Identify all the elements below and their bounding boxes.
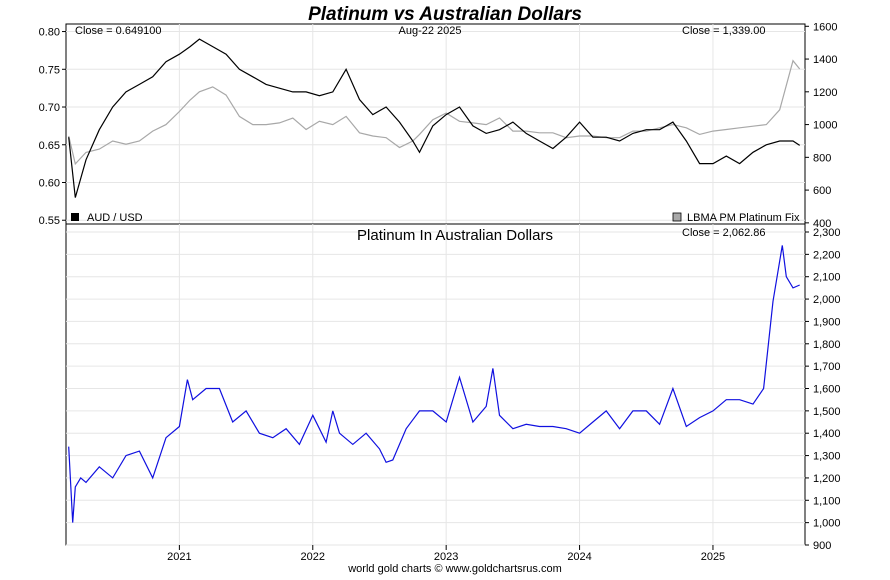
bottom-right-tick-label: 2,300 [813,227,841,239]
top-left-tick-label: 0.65 [39,140,60,152]
bottom-right-tick-label: 1,500 [813,406,841,418]
bottom-chart-title: Platinum In Australian Dollars [357,227,553,244]
series-line-platinum [68,59,801,166]
top-right-tick-label: 1600 [813,21,837,33]
bottom-right-tick-label: 1,200 [813,473,841,485]
top-left-tick-label: 0.80 [39,27,60,39]
top-right-tick-label: 1400 [813,54,837,66]
bottom-right-tick-label: 1,300 [813,451,841,463]
legend-swatch-platinum [672,212,682,222]
bottom-right-tick-label: 2,100 [813,272,841,284]
top-right-tick-label: 400 [813,218,831,230]
top-close-right: Close = 1,339.00 [682,25,765,37]
bottom-right-tick-label: 1,700 [813,361,841,373]
legend-swatch-aud [71,213,79,221]
legend-label-platinum: LBMA PM Platinum Fix [687,212,800,224]
bottom-right-tick-label: 1,800 [813,339,841,351]
legend-label-aud: AUD / USD [87,212,143,224]
page-title: Platinum vs Australian Dollars [308,4,582,25]
bottom-panel: 2,300 2,200 2,100 2,000 1,900 1,800 1,700 1,600… [65,223,841,563]
top-date-label: Aug-22 2025 [399,25,462,37]
footer-credit: world gold charts © www.goldchartsrus.co… [347,563,562,575]
top-right-tick-label: 1200 [813,87,837,99]
top-right-tick-label: 1000 [813,120,837,132]
bottom-right-tick-label: 1,400 [813,428,841,440]
bottom-right-tick-label: 900 [813,540,831,552]
bottom-right-tick-label: 2,000 [813,294,841,306]
bottom-right-tick-label: 1,900 [813,316,841,328]
bottom-plot-frame [65,223,806,546]
top-right-tick-label: 600 [813,185,831,197]
top-left-tick-label: 0.70 [39,102,60,114]
bottom-right-tick-label: 1,100 [813,495,841,507]
bottom-right-tick-label: 1,000 [813,518,841,530]
top-close-left: Close = 0.649100 [75,25,162,37]
x-tick-label: 2025 [701,551,725,563]
top-right-tick-label: 800 [813,152,831,164]
top-left-tick-label: 0.60 [39,177,60,189]
bottom-right-tick-label: 2,200 [813,249,841,261]
x-tick-label: 2024 [567,551,591,563]
series-line-platinum-aud [68,245,800,523]
top-left-tick-label: 0.55 [39,215,60,227]
bottom-right-tick-label: 1,600 [813,384,841,396]
x-tick-label: 2022 [301,551,325,563]
series-line-aud [68,38,801,198]
x-tick-label: 2023 [434,551,458,563]
bottom-close-right: Close = 2,062.86 [682,227,765,239]
top-left-tick-label: 0.75 [39,64,60,76]
x-tick-label: 2021 [167,551,191,563]
top-panel: 0.80 0.75 0.70 0.65 0.60 0.55 1600 1400 1200 1000… [39,21,838,230]
